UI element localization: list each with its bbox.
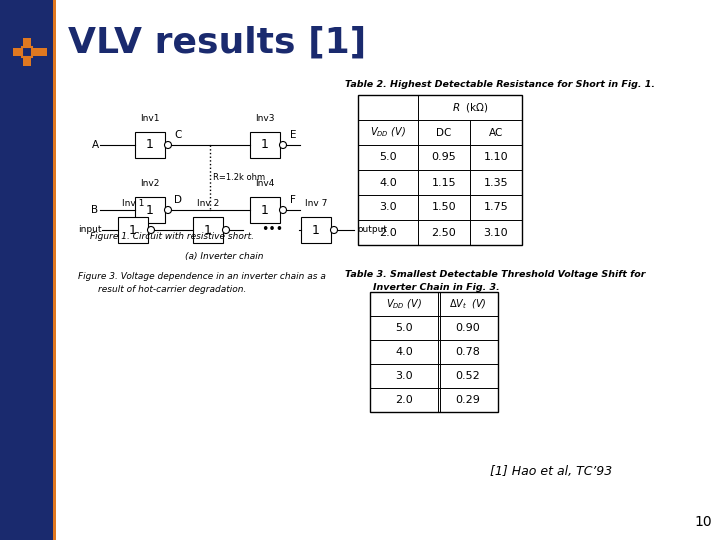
Circle shape [164, 141, 171, 149]
Bar [32, 48, 47, 56]
Text: $V_{DD}$ (V): $V_{DD}$ (V) [370, 126, 406, 139]
Text: Inv 1: Inv 1 [122, 199, 144, 208]
Bar [358, 95, 522, 245]
Bar [250, 197, 280, 223]
Circle shape [279, 141, 287, 149]
Text: result of hot-carrier degradation.: result of hot-carrier degradation. [98, 285, 246, 294]
Text: 0.95: 0.95 [431, 152, 456, 163]
Text: D: D [174, 195, 182, 205]
Text: Inv2: Inv2 [140, 179, 160, 188]
Text: DC: DC [436, 127, 451, 138]
Text: 4.0: 4.0 [395, 347, 413, 357]
Text: input: input [78, 226, 102, 234]
Text: 1: 1 [261, 204, 269, 217]
Text: $V_{DD}$ (V): $V_{DD}$ (V) [386, 297, 422, 311]
Text: 1.15: 1.15 [432, 178, 456, 187]
Text: 2.0: 2.0 [395, 395, 413, 405]
Text: 0.52: 0.52 [456, 371, 480, 381]
Bar [370, 292, 498, 412]
Bar [53, 0, 56, 540]
Text: •••: ••• [261, 224, 284, 237]
Bar [22, 47, 32, 57]
Bar [301, 217, 331, 243]
Circle shape [330, 226, 338, 233]
Bar [23, 57, 31, 66]
Circle shape [222, 226, 230, 233]
Text: 1: 1 [261, 138, 269, 152]
Text: 5.0: 5.0 [379, 152, 397, 163]
Text: 10: 10 [694, 515, 712, 529]
Text: VLV results [1]: VLV results [1] [68, 26, 366, 60]
Bar [13, 48, 22, 56]
Text: 2.0: 2.0 [379, 227, 397, 238]
Circle shape [279, 206, 287, 213]
Text: AC: AC [489, 127, 503, 138]
Bar [118, 217, 148, 243]
Text: 1: 1 [146, 204, 154, 217]
Text: Figure 3. Voltage dependence in an inverter chain as a: Figure 3. Voltage dependence in an inver… [78, 272, 326, 281]
Text: $\Delta V_t$  (V): $\Delta V_t$ (V) [449, 297, 487, 311]
Text: B: B [91, 205, 99, 215]
Circle shape [164, 206, 171, 213]
Text: Table 3. Smallest Detectable Threshold Voltage Shift for: Table 3. Smallest Detectable Threshold V… [345, 270, 645, 279]
Text: 1: 1 [129, 224, 137, 237]
Text: 1: 1 [312, 224, 320, 237]
Text: 1.75: 1.75 [484, 202, 508, 213]
Text: 5.0: 5.0 [395, 323, 413, 333]
Text: Inv3: Inv3 [256, 114, 275, 123]
Text: Inv 2: Inv 2 [197, 199, 219, 208]
Text: Inv 7: Inv 7 [305, 199, 327, 208]
Text: 1.35: 1.35 [484, 178, 508, 187]
Text: C: C [174, 130, 181, 140]
Text: Table 2. Highest Detectable Resistance for Short in Fig. 1.: Table 2. Highest Detectable Resistance f… [345, 80, 655, 89]
Text: 3.0: 3.0 [395, 371, 413, 381]
Text: 1: 1 [204, 224, 212, 237]
Text: E: E [289, 130, 296, 140]
Text: 0.78: 0.78 [456, 347, 480, 357]
Bar [250, 132, 280, 158]
Text: Inv1: Inv1 [140, 114, 160, 123]
Text: 0.29: 0.29 [456, 395, 480, 405]
Text: 3.0: 3.0 [379, 202, 397, 213]
Text: 2.50: 2.50 [431, 227, 456, 238]
Text: Inv4: Inv4 [256, 179, 275, 188]
Bar [193, 217, 223, 243]
Bar [23, 38, 31, 47]
Text: [1] Hao et al, TC’93: [1] Hao et al, TC’93 [490, 465, 612, 478]
Text: output: output [357, 226, 387, 234]
Text: 0.90: 0.90 [456, 323, 480, 333]
Text: 1.10: 1.10 [484, 152, 508, 163]
Text: R=1.2k ohm: R=1.2k ohm [213, 173, 265, 182]
Bar [135, 132, 165, 158]
Text: 1.50: 1.50 [432, 202, 456, 213]
Bar [0, 0, 55, 540]
Text: Inverter Chain in Fig. 3.: Inverter Chain in Fig. 3. [373, 283, 500, 292]
Text: $R$  (k$\Omega$): $R$ (k$\Omega$) [451, 101, 488, 114]
Text: 1: 1 [146, 138, 154, 152]
Bar [135, 197, 165, 223]
Text: A: A [91, 140, 99, 150]
Text: 4.0: 4.0 [379, 178, 397, 187]
Text: (a) Inverter chain: (a) Inverter chain [185, 252, 264, 261]
Text: Figure 1. Circuit with resistive short.: Figure 1. Circuit with resistive short. [90, 232, 254, 241]
Text: F: F [290, 195, 296, 205]
Circle shape [148, 226, 155, 233]
Text: 3.10: 3.10 [484, 227, 508, 238]
